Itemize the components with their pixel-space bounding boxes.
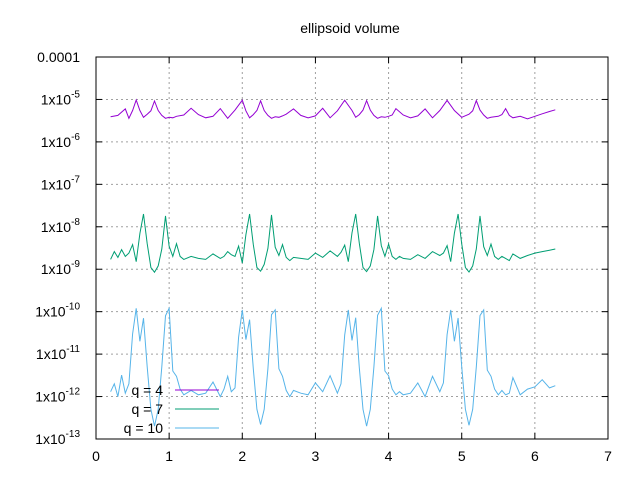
- y-tick-label: 1x10-7: [41, 174, 81, 192]
- legend-label-2: q = 7: [131, 401, 163, 417]
- x-tick-label: 7: [604, 448, 612, 464]
- x-tick-label: 3: [312, 448, 320, 464]
- y-tick-label: 1x10-10: [35, 302, 80, 320]
- plot-frame: [95, 56, 609, 440]
- y-tick-label: 1x10-5: [41, 89, 81, 107]
- legend-label-1: q = 4: [131, 382, 163, 398]
- series-line-1: [110, 98, 556, 120]
- y-tick-label: 1x10-13: [35, 429, 80, 447]
- series-line-3: [110, 306, 556, 427]
- chart-title: ellipsoid volume: [300, 20, 400, 36]
- x-tick-label: 1: [165, 448, 173, 464]
- axes: 0 1 2 3 4 5 6 7 1x10-13 1x10-12 1x10-11 1x10-10 1x10…: [35, 49, 612, 464]
- y-tick-label: 1x10-6: [41, 132, 81, 150]
- series-lines: [110, 98, 556, 427]
- legend: q = 4 q = 7 q = 10: [124, 382, 219, 436]
- series-line-2: [110, 213, 556, 274]
- x-tick-label: 6: [531, 448, 539, 464]
- y-tick-label: 1x10-8: [41, 217, 81, 235]
- legend-label-3: q = 10: [124, 420, 164, 436]
- x-tick-label: 4: [385, 448, 393, 464]
- y-tick-label: 1x10-9: [41, 259, 81, 277]
- y-tick-label: 0.0001: [37, 49, 80, 65]
- y-tick-label: 1x10-11: [36, 344, 81, 362]
- x-tick-label: 0: [92, 448, 100, 464]
- x-tick-label: 2: [238, 448, 246, 464]
- grid-lines: [96, 57, 608, 439]
- x-tick-label: 5: [458, 448, 466, 464]
- y-tick-label: 1x10-12: [35, 387, 80, 405]
